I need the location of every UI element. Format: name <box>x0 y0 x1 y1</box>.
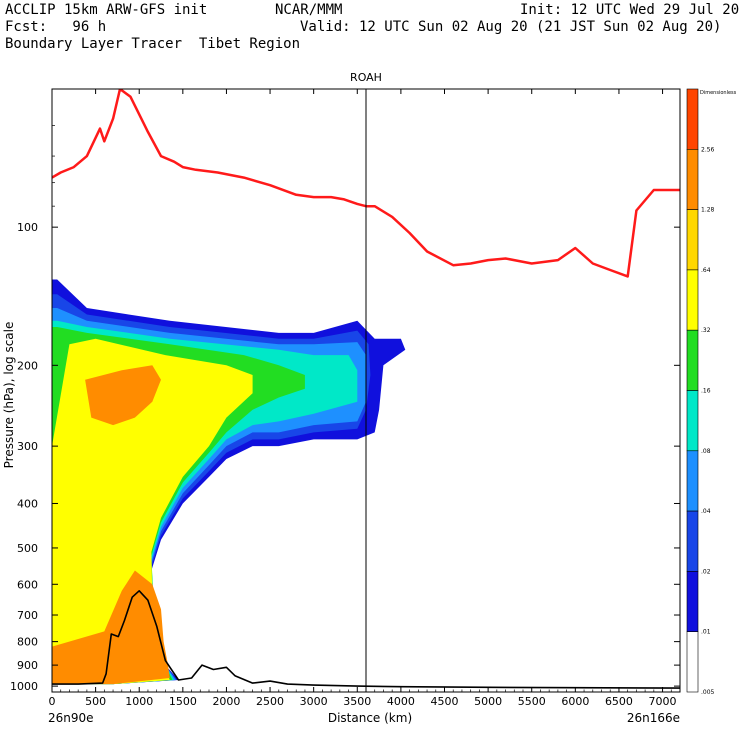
colorbar-swatch <box>686 269 699 331</box>
y-tick-label: 600 <box>17 578 38 591</box>
colorbar-swatch <box>686 631 699 693</box>
x-tick-label: 4500 <box>431 695 459 708</box>
x-tick-label: 3000 <box>300 695 328 708</box>
y-tick-label: 200 <box>17 359 38 372</box>
colorbar-level-label: .64 <box>701 267 711 274</box>
x-tick-label: 7000 <box>649 695 677 708</box>
x-tick-label: 3500 <box>343 695 371 708</box>
x-tick-label: 6500 <box>605 695 633 708</box>
y-tick-label: 800 <box>17 636 38 649</box>
colorbar-swatch <box>686 390 699 452</box>
y-tick-label: 500 <box>17 542 38 555</box>
header-line3-left: Boundary Layer Tracer Tibet Region <box>5 36 301 52</box>
contour-fill-7 <box>85 365 161 426</box>
colorbar: Dimensionless 2.56 1.28 .64 .32 .16 .08 .04 .02.… <box>686 88 737 696</box>
colorbar-swatch <box>686 329 699 391</box>
contour-fill-6 <box>52 570 170 685</box>
colorbar-level-label: .01 <box>701 629 711 636</box>
x-tick-label: 1500 <box>169 695 197 708</box>
tracer-contour-fills <box>52 279 406 685</box>
x-tick-label: 6000 <box>561 695 589 708</box>
colorbar-level-label: .08 <box>701 448 711 455</box>
header-line2-right: Valid: 12 UTC Sun 02 Aug 20 (21 JST Sun … <box>300 19 722 35</box>
tropopause-line <box>52 89 680 278</box>
colorbar-swatch <box>686 149 699 210</box>
colorbar-level-label: .005 <box>701 689 715 696</box>
colorbar-swatch <box>686 450 699 512</box>
x-axis-label: Distance (km) <box>328 711 412 725</box>
colorbar-swatch <box>686 571 699 633</box>
x-tick-label: 500 <box>85 695 106 708</box>
colorbar-level-label: .04 <box>701 508 711 515</box>
y-tick-label: 700 <box>17 609 38 622</box>
x-tick-label: 5500 <box>518 695 546 708</box>
header-line1-center: NCAR/MMM <box>275 2 343 18</box>
x-axis: 0 500 1000 1500 2000 2500 3000 3500 4000 4500 5000… <box>49 89 677 708</box>
y-tick-label: 400 <box>17 497 38 510</box>
header-line1-right: Init: 12 UTC Wed 29 Jul 20 <box>520 2 740 18</box>
colorbar-swatch <box>686 510 699 572</box>
colorbar-title: Dimensionless <box>700 90 737 96</box>
x-tick-label: 5000 <box>474 695 502 708</box>
header-line2-left: Fcst: 96 h <box>5 19 107 35</box>
x-end-label: 26n166e <box>627 711 680 725</box>
y-axis-label: Pressure (hPa), log scale <box>2 322 16 469</box>
chart-title: ROAH <box>350 71 382 84</box>
x-tick-label: 4000 <box>387 695 415 708</box>
colorbar-level-label: 1.28 <box>701 207 715 214</box>
y-axis: 100 200 300 400 500 600 700 800 900 1000 <box>10 88 680 693</box>
profile-lines <box>52 89 680 692</box>
y-tick-label: 100 <box>17 221 38 234</box>
x-tick-label: 2500 <box>256 695 284 708</box>
y-tick-label: 900 <box>17 659 38 672</box>
colorbar-level-label: .16 <box>701 388 711 395</box>
colorbar-level-label: .02 <box>701 568 711 575</box>
header-line1-left: ACCLIP 15km ARW-GFS init <box>5 2 208 18</box>
x-tick-label: 1000 <box>125 695 153 708</box>
colorbar-swatch <box>686 88 699 150</box>
x-tick-label: 0 <box>49 695 56 708</box>
y-tick-label: 1000 <box>10 680 38 693</box>
y-tick-label: 300 <box>17 440 38 453</box>
colorbar-level-label: 2.56 <box>701 146 715 153</box>
colorbar-swatch <box>686 209 699 271</box>
x-start-label: 26n90e <box>48 711 94 725</box>
contour-fill-5 <box>52 338 253 685</box>
terrain-line <box>52 590 680 689</box>
x-tick-label: 2000 <box>212 695 240 708</box>
colorbar-level-label: .32 <box>701 327 711 334</box>
